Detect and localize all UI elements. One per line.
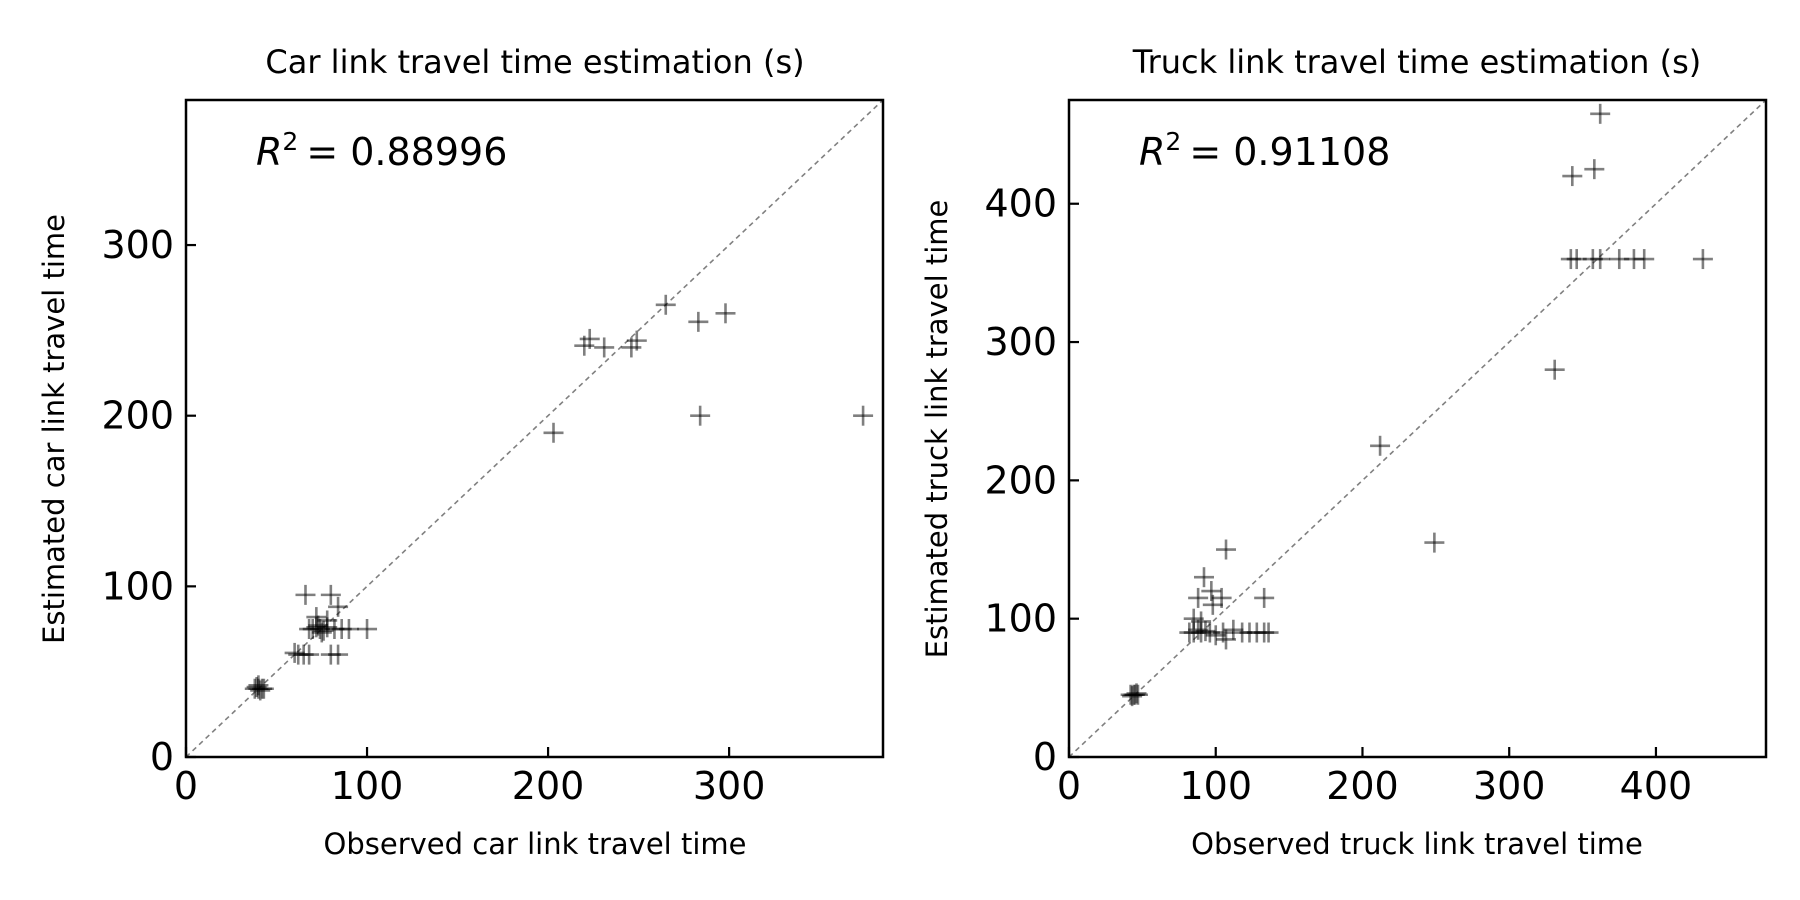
car-data-point <box>248 675 269 696</box>
car-x-tick-label: 300 <box>693 764 766 808</box>
car-r2-annotation: R2 = 0.88996 <box>256 127 507 174</box>
truck-data-point <box>1211 587 1232 608</box>
truck-data-point <box>1590 249 1611 270</box>
truck-data-point <box>1195 621 1216 642</box>
car-data-point <box>715 303 736 324</box>
truck-data-point <box>1424 532 1445 553</box>
car-data-point <box>655 294 676 315</box>
truck-x-tick-label: 400 <box>1620 764 1693 808</box>
truck-data-point <box>1126 683 1147 704</box>
car-chart-title: Car link travel time estimation (s) <box>265 43 804 81</box>
truck-data-point <box>1223 619 1244 640</box>
truck-data-point <box>1692 249 1713 270</box>
car-plot-frame <box>184 98 885 759</box>
truck-data-point <box>1370 435 1391 456</box>
car-data-point <box>328 644 349 665</box>
truck-data-point <box>1127 684 1148 705</box>
truck-y-tick-label: 200 <box>984 458 1057 502</box>
car-data-point <box>250 680 271 701</box>
car-data-point <box>299 644 320 665</box>
car-data-point <box>853 405 874 426</box>
truck-y-tick-label: 100 <box>984 597 1057 641</box>
car-data-point <box>594 337 615 358</box>
truck-data-point <box>1634 249 1655 270</box>
car-y-tick-label: 200 <box>101 394 174 438</box>
truck-y-tick-label: 0 <box>1033 735 1057 779</box>
car-data-point <box>328 596 349 617</box>
car-x-tick-label: 0 <box>174 764 198 808</box>
car-data-point <box>338 619 359 640</box>
car-data-point <box>295 584 316 605</box>
truck-x-tick-label: 100 <box>1179 764 1252 808</box>
car-x-axis-label: Observed car link travel time <box>324 827 747 861</box>
car-r2-value: = 0.88996 <box>306 130 507 174</box>
car-data-point <box>626 330 647 351</box>
truck-x-tick-label: 300 <box>1473 764 1546 808</box>
truck-x-tick-label: 0 <box>1057 764 1081 808</box>
car-diagonal-reference-line <box>185 99 884 758</box>
truck-data-point <box>1258 622 1279 643</box>
car-data-point <box>299 619 320 640</box>
car-data-point <box>311 622 332 643</box>
car-data-point <box>320 584 341 605</box>
car-x-tick-label: 100 <box>331 764 404 808</box>
truck-plot-frame <box>1067 98 1768 759</box>
car-data-point <box>317 610 338 631</box>
truck-data-point <box>1193 567 1214 588</box>
car-data-point <box>579 328 600 349</box>
car-data-point <box>284 642 305 663</box>
truck-data-point <box>1216 539 1237 560</box>
truck-data-point <box>1544 359 1565 380</box>
truck-diagonal-reference-line <box>1068 99 1767 758</box>
car-data-point <box>688 311 709 332</box>
car-y-axis-label: Estimated car link travel time <box>37 214 71 644</box>
truck-travel-time-panel: Truck link travel time estimation (s) Ob… <box>920 43 1768 861</box>
truck-y-tick-label: 400 <box>984 182 1057 226</box>
car-y-tick-label: 100 <box>101 564 174 608</box>
truck-data-point <box>1562 166 1583 187</box>
car-y-tick-label: 300 <box>101 223 174 267</box>
truck-chart-title: Truck link travel time estimation (s) <box>1132 43 1702 81</box>
truck-x-tick-label: 200 <box>1326 764 1399 808</box>
car-data-point <box>690 405 711 426</box>
truck-data-point <box>1201 581 1222 602</box>
car-x-tick-label: 200 <box>512 764 585 808</box>
truck-data-point <box>1191 611 1212 632</box>
car-data-point <box>357 619 378 640</box>
truck-data-point <box>1584 159 1605 180</box>
car-y-tick-label: 0 <box>150 735 174 779</box>
truck-r2-value: = 0.91108 <box>1189 130 1390 174</box>
truck-y-axis-label: Estimated truck link travel time <box>920 200 954 659</box>
truck-r2-annotation: R2 = 0.91108 <box>1139 127 1390 174</box>
truck-data-point <box>1188 587 1209 608</box>
car-travel-time-panel: Car link travel time estimation (s) Obse… <box>37 43 885 861</box>
truck-y-tick-label: 300 <box>984 320 1057 364</box>
truck-data-point <box>1590 103 1611 124</box>
car-data-point <box>543 422 564 443</box>
truck-data-point <box>1254 587 1275 608</box>
truck-x-axis-label: Observed truck link travel time <box>1191 827 1643 861</box>
car-data-point <box>306 607 327 628</box>
